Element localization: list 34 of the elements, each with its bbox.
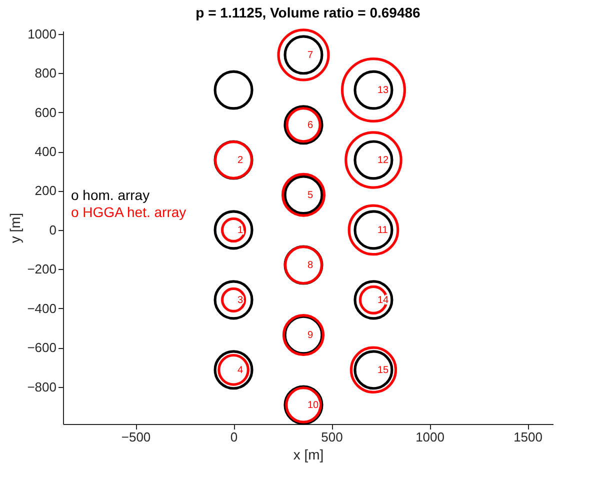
y-tick-label: 200 <box>34 183 56 198</box>
annotation: 11 <box>377 224 388 236</box>
text: o hom. array <box>71 187 150 204</box>
annotation: 6 <box>307 120 314 131</box>
x-tick-label: −500 <box>121 430 151 444</box>
annotation: 5 <box>307 190 314 201</box>
annotation: 8 <box>307 260 314 272</box>
y-tick-label: −800 <box>27 379 56 394</box>
annotation: 10 <box>307 400 320 411</box>
y-tick-label: −200 <box>27 262 56 277</box>
text: o HGGA het. array <box>71 204 186 220</box>
x-tick-label: 1500 <box>514 430 542 444</box>
annotation: 7 <box>307 50 314 61</box>
annotation: 4 <box>238 364 244 376</box>
y-tick-label: 400 <box>34 144 56 160</box>
x-tick-label: 1000 <box>416 430 444 444</box>
chart-title: p = 1.1125, Volume ratio = 0.69486 <box>196 4 421 21</box>
annotation: 9 <box>307 330 314 342</box>
x-tick-label: 500 <box>321 430 343 444</box>
y-axis-title: y [m] <box>7 212 24 244</box>
annotation: 2 <box>238 154 244 166</box>
y-tick-label: 1000 <box>28 26 56 42</box>
x-axis-title: x [m] <box>293 446 324 462</box>
annotation: 15 <box>377 364 390 376</box>
annotation: 3 <box>238 294 244 306</box>
y-tick-label: 600 <box>34 104 56 120</box>
y-tick-label: 800 <box>34 66 56 81</box>
annotation: 12 <box>377 154 390 166</box>
y-tick-label: −400 <box>27 300 56 316</box>
annotation: 13 <box>377 85 390 96</box>
annotation: 1 <box>238 224 244 236</box>
y-tick-label: 0 <box>49 222 56 238</box>
x-tick-label: 0 <box>230 430 238 444</box>
y-tick-label: −600 <box>27 340 56 356</box>
